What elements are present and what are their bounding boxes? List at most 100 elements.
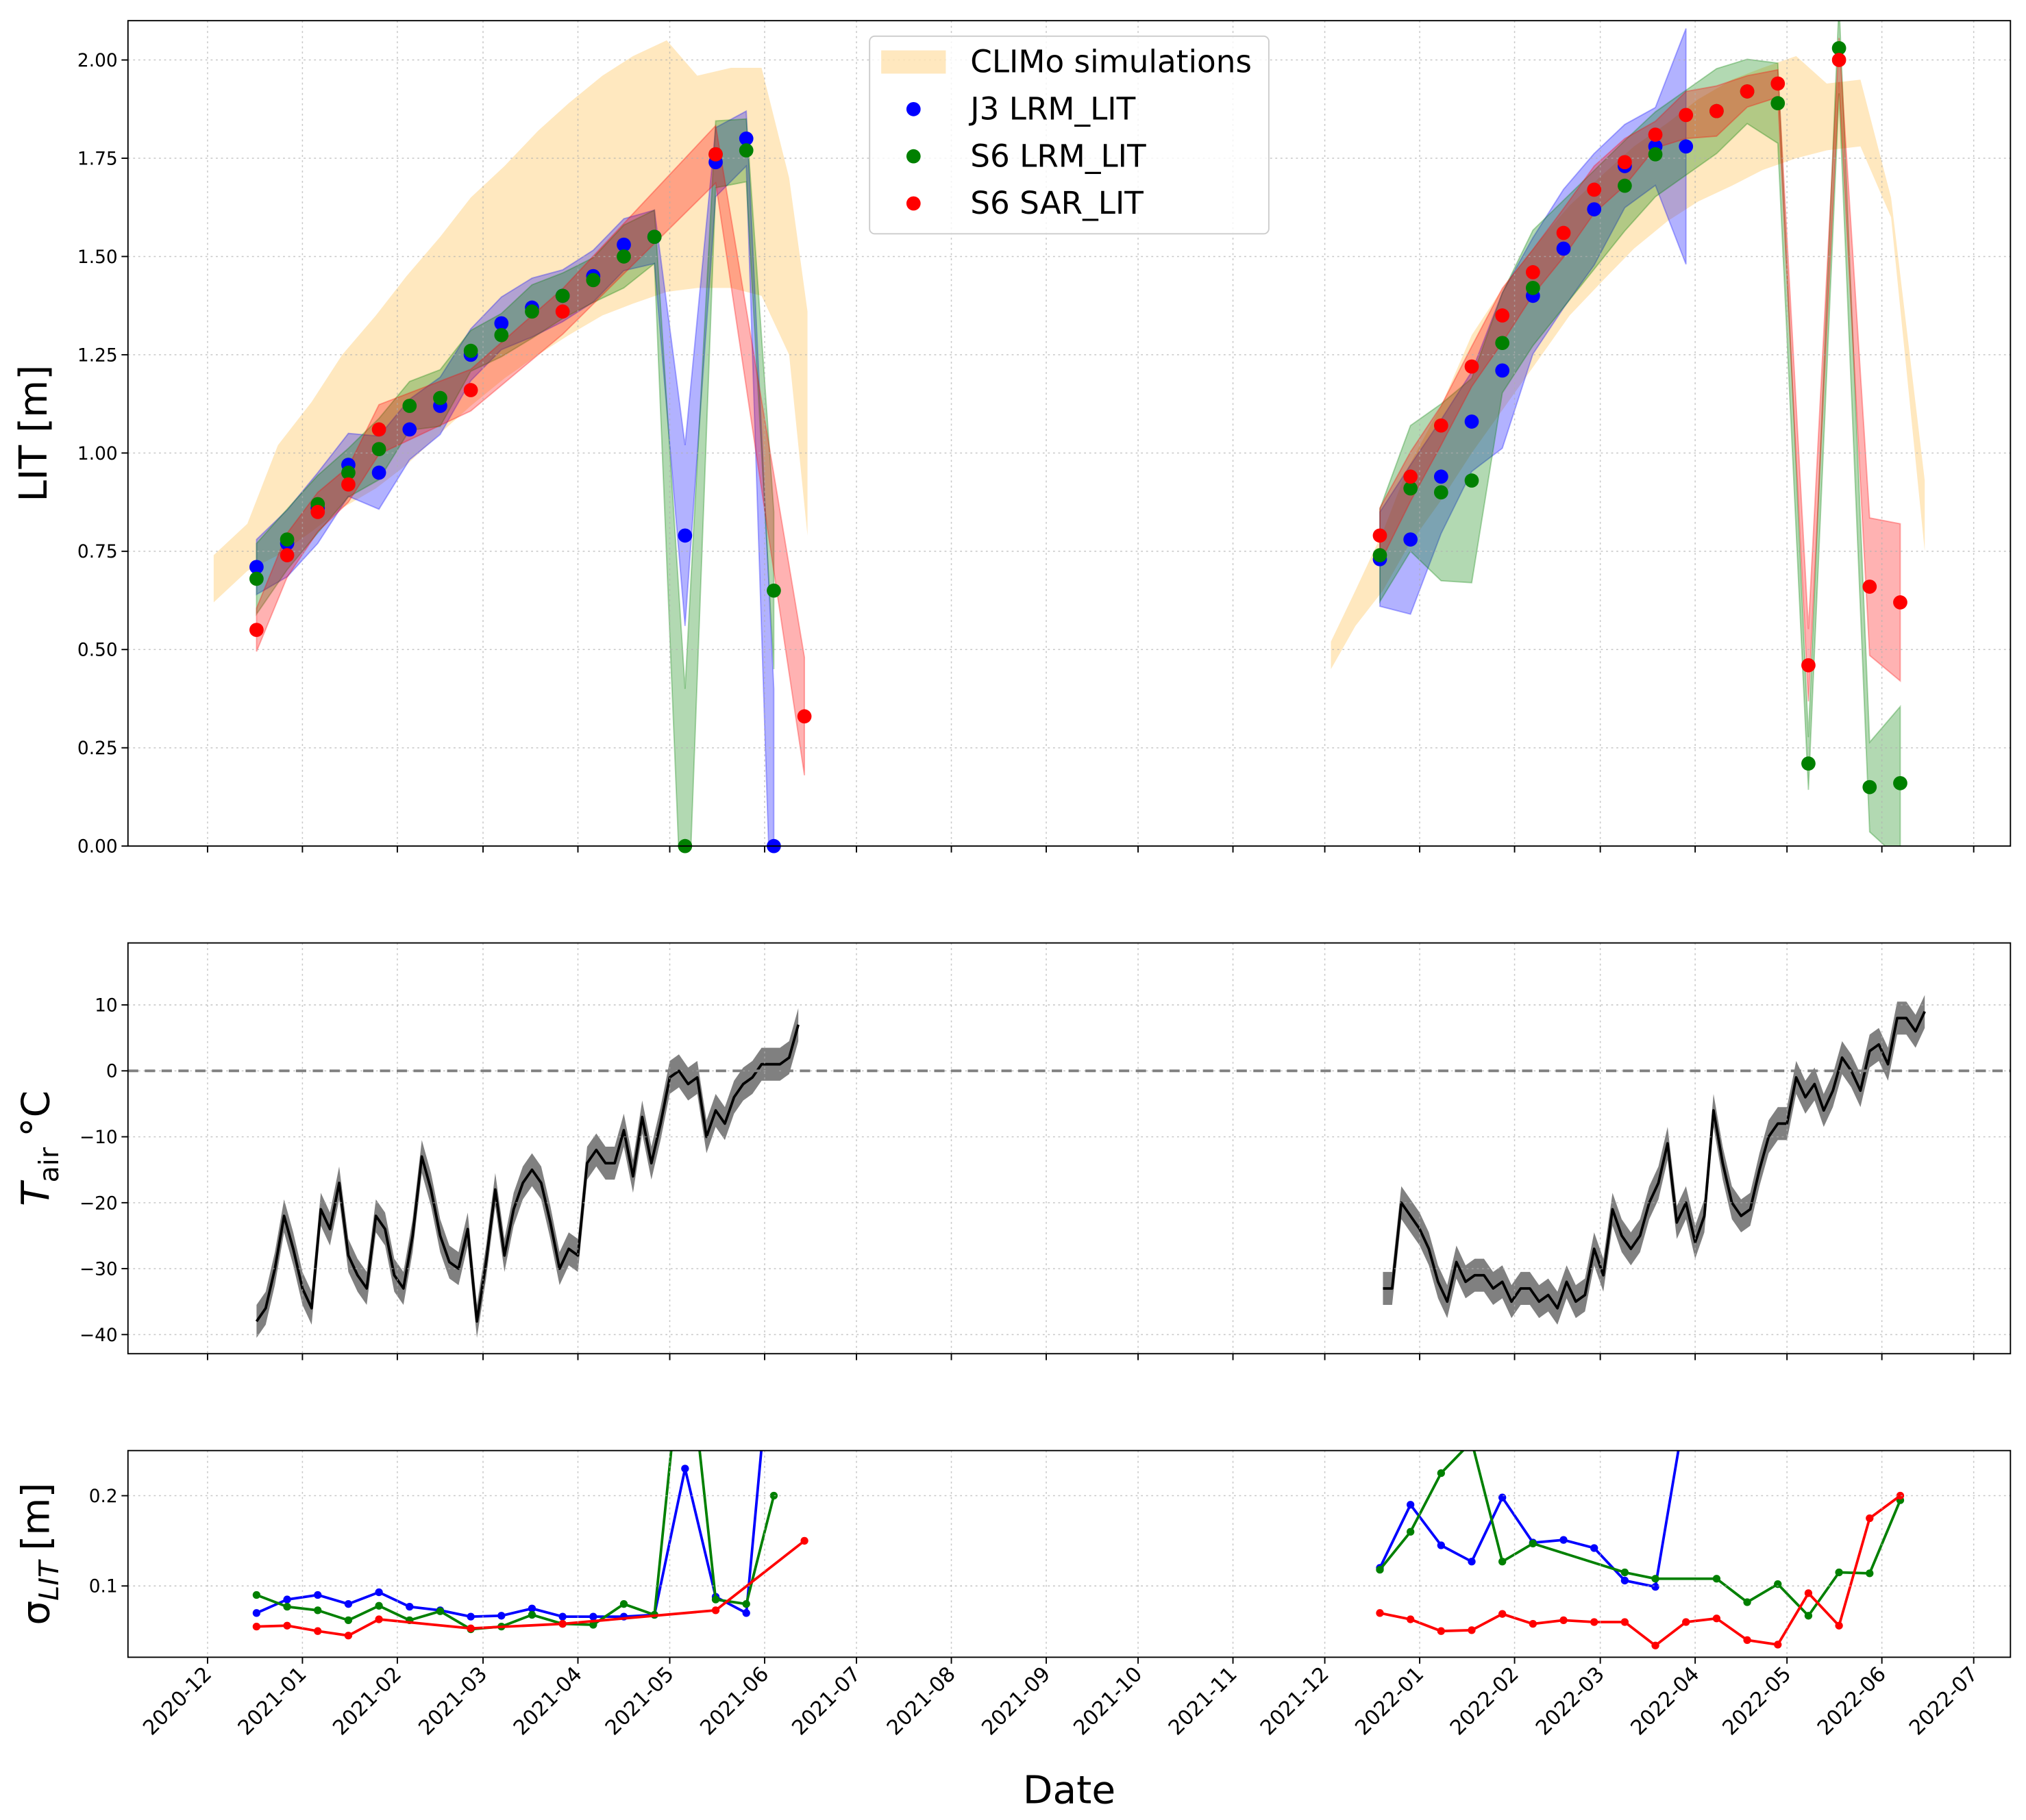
data-point — [283, 1595, 291, 1604]
data-point — [1835, 1621, 1843, 1630]
data-point — [589, 1612, 597, 1621]
data-point — [252, 1622, 261, 1631]
y-label-symbol: T — [14, 1180, 59, 1206]
data-point — [310, 505, 325, 519]
data-point — [1529, 1539, 1537, 1548]
data-point — [555, 288, 570, 303]
data-point — [283, 1602, 291, 1611]
y-tick-label: −20 — [79, 1193, 118, 1214]
y-tick-label: −40 — [79, 1325, 118, 1346]
legend-label: S6 LRM_LIT — [970, 138, 1146, 174]
legend-box — [869, 35, 1270, 235]
data-point — [739, 131, 754, 146]
data-point — [711, 1606, 720, 1615]
data-point — [1866, 1514, 1874, 1523]
data-point — [1620, 1618, 1629, 1626]
data-point — [252, 1609, 261, 1617]
x-tick-label: 2021-10 — [1069, 1662, 1147, 1741]
legend-marker — [906, 149, 921, 164]
data-point — [647, 229, 662, 245]
data-point — [1801, 756, 1816, 771]
y-tick-label: 0.1 — [89, 1576, 118, 1597]
legend: CLIMo simulations J3 LRM_LIT S6 LRM_LIT S6 … — [869, 35, 1270, 235]
data-point — [1770, 96, 1786, 111]
y-tick-label: −10 — [79, 1127, 118, 1148]
axes-frame — [127, 20, 2012, 847]
data-layer — [252, 1311, 1905, 1649]
x-tick-label: 2021-06 — [695, 1662, 774, 1741]
axes-frame — [127, 1449, 2012, 1658]
uncertainty-band — [256, 110, 775, 847]
data-point — [1648, 147, 1663, 162]
data-point — [800, 1536, 808, 1545]
data-point — [249, 623, 264, 637]
x-tick-label: 2022-03 — [1531, 1662, 1609, 1741]
data-point — [1498, 1610, 1507, 1618]
data-point — [1525, 265, 1540, 279]
data-point — [1590, 1544, 1598, 1552]
data-point — [1433, 418, 1448, 433]
data-point — [1372, 528, 1387, 543]
data-point — [283, 1621, 291, 1630]
data-line — [256, 1450, 776, 1631]
legend-marker — [906, 196, 921, 211]
data-layer — [255, 995, 1926, 1338]
x-axis-label: Date — [1023, 1767, 1115, 1812]
y-label-subscript: LIT — [34, 1559, 65, 1601]
data-point — [402, 422, 417, 437]
y-axis-label: Tair °C — [14, 1090, 65, 1206]
data-point — [1468, 1558, 1476, 1566]
y-tick-label: 1.00 — [77, 443, 118, 464]
data-point — [769, 1491, 778, 1500]
data-point — [1709, 103, 1724, 119]
data-point — [681, 1464, 689, 1473]
data-point — [1433, 469, 1448, 484]
data-point — [1406, 1615, 1415, 1623]
data-line — [1383, 1010, 1926, 1310]
data-point — [1835, 1568, 1843, 1577]
y-tick-label: 10 — [95, 995, 118, 1016]
data-point — [1559, 1536, 1568, 1544]
x-tick-label: 2021-05 — [601, 1662, 679, 1741]
data-point — [249, 560, 264, 575]
data-point — [797, 709, 812, 724]
data-point — [589, 1621, 597, 1629]
data-point — [555, 304, 570, 319]
x-tick-label: 2022-01 — [1350, 1662, 1429, 1741]
y-axis-label: σLIT [m] — [14, 1482, 65, 1625]
data-point — [1468, 1626, 1476, 1634]
data-point — [463, 383, 478, 397]
data-point — [711, 1595, 720, 1604]
data-line — [255, 1024, 800, 1323]
y-tick-label: 1.25 — [77, 345, 118, 366]
data-point — [1437, 1469, 1445, 1478]
data-point — [280, 548, 295, 562]
data-point — [371, 422, 386, 437]
data-point — [1529, 1619, 1537, 1628]
y-tick-label: 0.00 — [77, 836, 118, 858]
y-tick-label: 0.50 — [77, 640, 118, 661]
data-point — [1376, 1609, 1384, 1617]
plot-area: 2020-12 2021-01 2021-02 2021-03 2021-04 2021-… — [14, 1311, 2012, 1812]
data-point — [249, 571, 264, 586]
data-point — [314, 1606, 322, 1615]
y-label-unit: °C — [14, 1090, 59, 1137]
data-point — [1403, 481, 1418, 496]
data-point — [525, 304, 539, 319]
uncertainty-band — [1379, 21, 1901, 847]
data-point — [371, 465, 386, 480]
data-point — [681, 1311, 689, 1319]
data-point — [1618, 155, 1632, 170]
y-tick-label: 0 — [106, 1061, 118, 1082]
data-point — [558, 1612, 567, 1621]
legend-label: J3 LRM_LIT — [968, 90, 1135, 127]
data-point — [375, 1588, 383, 1597]
x-tick-label: 2022-05 — [1718, 1662, 1796, 1741]
uncertainty-band — [1383, 995, 1925, 1325]
data-point — [1804, 1612, 1813, 1620]
x-tick-label: 2020-12 — [138, 1662, 217, 1741]
x-tick-label: 2021-01 — [234, 1662, 312, 1741]
data-point — [1740, 84, 1755, 99]
data-point — [344, 1600, 353, 1608]
y-axis-label: LIT [m] — [11, 365, 56, 502]
